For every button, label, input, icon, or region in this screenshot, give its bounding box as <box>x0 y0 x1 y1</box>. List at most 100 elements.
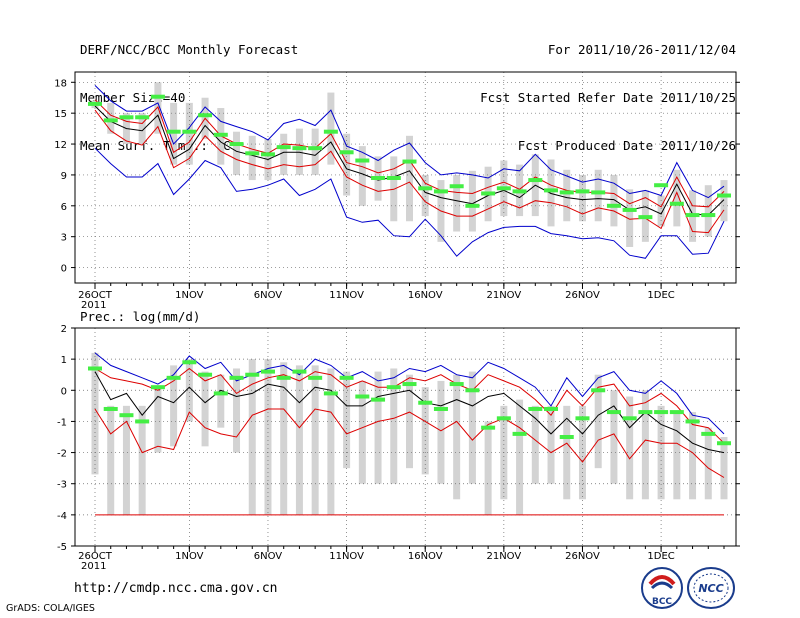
spread-box <box>248 359 256 515</box>
mean-marker <box>559 190 574 195</box>
mean-marker <box>622 416 637 421</box>
x-tick-label: 11NOV <box>329 290 364 301</box>
mean-marker <box>512 189 527 194</box>
website-url[interactable]: http://cmdp.ncc.cma.gov.cn <box>74 581 278 596</box>
x-tick-label: 26NOV <box>565 290 600 301</box>
y-tick-label: 9 <box>61 171 67 182</box>
ncc-logo: NCC <box>687 567 735 609</box>
y-tick-label: 0 <box>61 386 67 397</box>
mean-marker <box>591 388 606 393</box>
spread-box <box>374 371 382 484</box>
spread-box <box>122 405 130 515</box>
mean-marker <box>245 372 260 377</box>
spread-box <box>295 365 303 515</box>
spread-box <box>421 387 429 475</box>
spread-box <box>578 174 586 222</box>
mean-marker <box>402 159 417 164</box>
mean-marker <box>402 382 417 387</box>
mean-marker <box>717 441 731 446</box>
spread-box <box>626 189 634 247</box>
mean-marker <box>418 400 433 405</box>
spread-box <box>468 371 476 484</box>
header-right: For 2011/10/26-2011/12/04 Fcst Started R… <box>480 12 736 171</box>
x-tick-label: 21NOV <box>486 290 521 301</box>
spread-box <box>170 365 178 447</box>
mean-marker <box>355 158 370 163</box>
mean-marker <box>308 375 323 380</box>
mean-marker <box>119 413 134 418</box>
spread-box <box>358 146 366 206</box>
mean-marker <box>260 369 275 374</box>
mean-marker <box>433 189 448 194</box>
spread-box <box>453 374 461 500</box>
grads-credit: GrADS: COLA/IGES <box>6 603 95 614</box>
mean-marker <box>591 190 606 195</box>
spread-box <box>531 405 539 484</box>
spread-box <box>327 368 335 515</box>
spread-box <box>406 374 413 469</box>
spread-box <box>720 180 728 222</box>
x-tick-label: 21NOV <box>486 551 521 562</box>
mean-marker <box>654 410 669 415</box>
mean-marker <box>638 215 653 220</box>
x-tick-label: 1NOV <box>175 551 204 562</box>
spread-box <box>578 405 586 500</box>
mean-marker <box>103 406 118 411</box>
mean-marker <box>198 372 213 377</box>
forecast-period: For 2011/10/26-2011/12/04 <box>547 42 736 57</box>
ncc-logo-text: NCC <box>698 582 723 595</box>
mean-marker <box>654 183 669 188</box>
spread-box <box>689 412 697 500</box>
spread-box <box>720 437 728 500</box>
spread-box <box>233 368 241 453</box>
y-tick-label: 18 <box>54 78 67 89</box>
x-tick-label: 26OCT <box>78 290 113 301</box>
mean-marker <box>669 201 684 206</box>
mean-marker <box>88 366 102 371</box>
header-left: DERF/NCC/BCC Monthly Forecast Member Siz… <box>80 12 298 171</box>
mean-marker <box>292 369 307 374</box>
x-tick-label: 6NOV <box>254 290 283 301</box>
lower-line <box>94 408 725 478</box>
mean-marker <box>449 184 464 189</box>
mean-marker <box>386 385 401 390</box>
x-tick-label: 6NOV <box>254 551 283 562</box>
y-tick-label: 2 <box>61 324 67 335</box>
spread-box <box>421 174 429 217</box>
mean-marker <box>323 129 338 134</box>
spread-box <box>154 387 162 453</box>
spread-box <box>516 164 524 217</box>
ensemble-mean-line <box>94 371 725 454</box>
spread-box <box>437 180 445 242</box>
y-tick-label: -1 <box>57 417 67 428</box>
mean-marker <box>339 375 354 380</box>
mean-marker <box>528 406 543 411</box>
spread-box <box>610 174 618 227</box>
spread-box <box>468 170 476 232</box>
spread-box <box>437 380 445 484</box>
mean-marker <box>323 391 338 396</box>
bcc-logo-text: BCC <box>652 597 672 607</box>
mean-marker <box>339 150 354 155</box>
x-tick-label: 16NOV <box>408 551 443 562</box>
chart-title: DERF/NCC/BCC Monthly Forecast <box>80 42 299 57</box>
spread-box <box>138 405 146 515</box>
y-tick-label: 1 <box>61 355 67 366</box>
mean-marker <box>481 425 496 430</box>
x-tick-label: 16NOV <box>408 290 443 301</box>
spread-box <box>91 352 99 475</box>
x-tick-label: 26NOV <box>565 551 600 562</box>
mean-marker <box>701 431 716 436</box>
spread-box <box>610 390 618 484</box>
mean-marker <box>575 189 590 194</box>
mean-marker <box>418 186 433 191</box>
mean-marker <box>496 186 511 191</box>
spread-box <box>657 405 665 500</box>
x-tick-label: 1NOV <box>175 290 204 301</box>
spread-box <box>327 92 335 165</box>
mean-marker <box>544 188 559 193</box>
y-tick-label: 6 <box>61 202 67 213</box>
mean-marker <box>213 391 228 396</box>
spread-box <box>406 135 413 222</box>
